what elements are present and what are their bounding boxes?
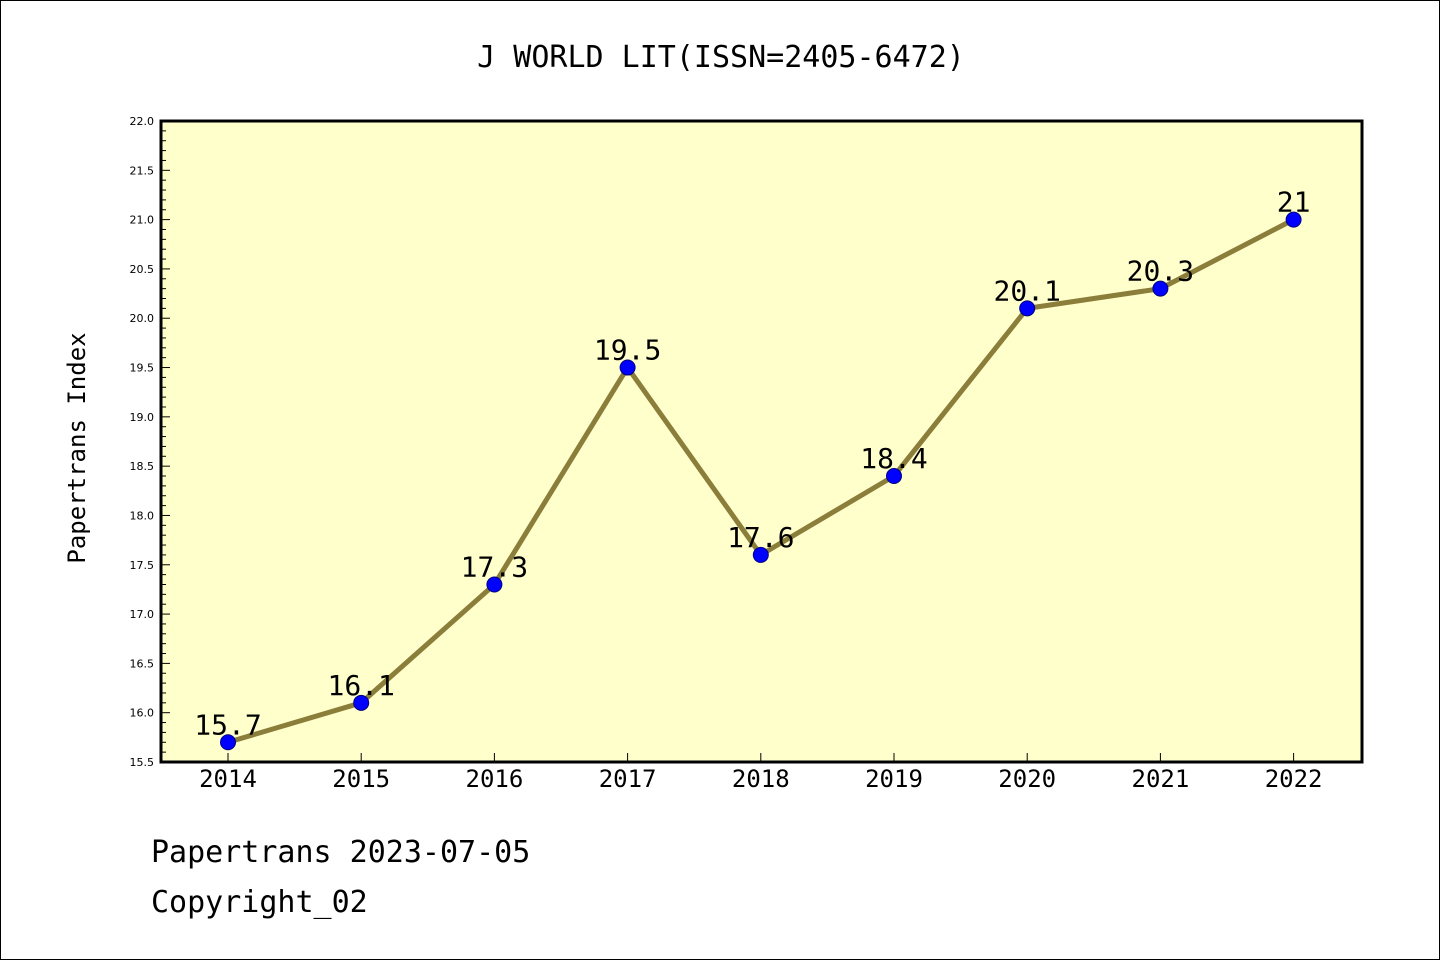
x-tick-label: 2015 [332,765,390,793]
data-label: 19.5 [594,334,661,367]
data-point [886,468,902,485]
x-tick-label: 2016 [466,765,524,793]
data-label: 20.1 [993,274,1060,307]
footer-copyright-text: Copyright_02 [151,885,368,920]
data-label-group: 15.7 16.1 17.3 19.5 17.6 18.4 20.1 20.3 21 [194,186,1310,742]
data-label: 17.3 [461,550,528,583]
footer-date-text: Papertrans 2023-07-05 [151,835,531,870]
data-point [619,359,636,376]
data-point-group [220,211,1302,751]
data-point [220,734,236,751]
x-tick-label: 2021 [1132,765,1190,793]
data-point [353,694,370,711]
data-point [1152,280,1169,297]
data-label: 16.1 [327,669,394,702]
x-tick-label: 2014 [199,765,257,793]
y-tick-label: 19.0 [130,411,155,424]
data-point [486,576,503,593]
data-label: 20.3 [1127,255,1194,288]
chart-title: J WORLD LIT(ISSN=2405-6472) [477,40,965,75]
y-tick-label: 22.0 [130,115,155,128]
data-label: 18.4 [860,442,927,475]
y-tick-label: 18.0 [130,509,155,522]
y-tick-label: 17.5 [130,559,155,572]
x-tick-label: 2019 [865,765,923,793]
x-tick-label: 2018 [732,765,790,793]
data-label: 17.6 [727,521,794,554]
x-tick-label: 2020 [998,765,1056,793]
data-point [1019,300,1036,317]
data-point [1285,211,1302,228]
y-tick-label: 18.5 [130,460,155,473]
y-tick-label: 15.5 [130,756,155,769]
y-tick-label: 19.5 [130,362,155,375]
y-tick-label: 17.0 [130,608,155,621]
y-tick-label: 16.0 [130,707,155,720]
y-tick-label: 16.5 [130,657,155,670]
y-tick-label: 20.5 [130,263,155,276]
x-tick-label: 2022 [1265,765,1323,793]
data-label: 15.7 [194,708,261,741]
data-label: 21 [1277,186,1311,219]
x-axis: 2014 2015 2016 2017 2018 2019 2020 2021 2022 [199,753,1322,793]
y-tick-label: 21.0 [130,214,155,227]
data-point [752,546,769,563]
y-tick-label: 20.0 [130,312,155,325]
y-axis-label: Papertrans Index [63,332,91,563]
plot-border [159,119,1364,764]
x-tick-label: 2017 [599,765,657,793]
y-tick-label: 21.5 [130,164,155,177]
plot-area [161,121,1362,762]
y-axis: 15.5 16.0 16.5 17.0 17.5 18.0 18.5 19.0 19.5 20.0… [130,115,170,769]
